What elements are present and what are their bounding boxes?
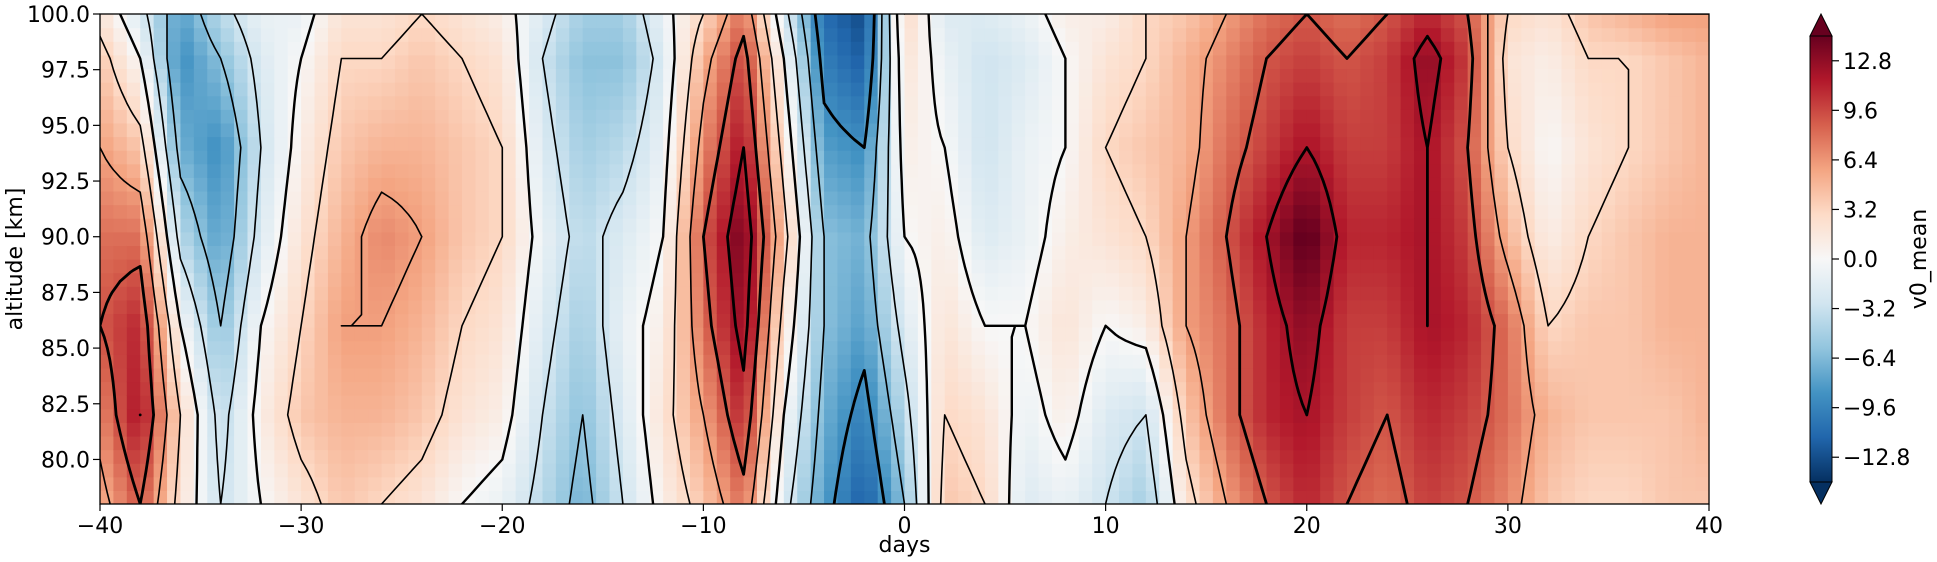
x-tick-label: 30: [1494, 514, 1522, 539]
y-tick-label: 100.0: [27, 3, 90, 28]
y-tick-label: 87.5: [41, 281, 90, 306]
heatmap-field: [100, 14, 1709, 504]
x-axis-label: days: [879, 533, 931, 558]
colorbar-tick-label: −3.2: [1843, 298, 1896, 323]
colorbar-ticks: −12.8 −9.6 −6.4 −3.2 0.0 3.2 6.4 9.6 12.8: [1832, 50, 1910, 471]
x-tick-label: −10: [680, 514, 726, 539]
x-tick-label: 10: [1092, 514, 1120, 539]
y-axis: 80.0 82.5 85.0 87.5 90.0 92.5 95.0 97.5 100.0: [27, 3, 100, 473]
contour-line: [100, 14, 1709, 504]
colorbar-label: v0_mean: [1907, 209, 1932, 309]
x-axis: −40 −30 −20 −10 0 10 20 30 40: [77, 504, 1723, 539]
contour-line: [146, 14, 1159, 504]
y-tick-label: 92.5: [41, 170, 90, 195]
colorbar-tick-label: −6.4: [1843, 347, 1896, 372]
x-tick-label: −20: [479, 514, 525, 539]
contour-line: [138, 34, 1443, 417]
colorbar-tick-label: 0.0: [1843, 248, 1878, 273]
colorbar-extend-min: [1809, 481, 1833, 506]
y-axis-label: altitude [km]: [3, 188, 28, 331]
x-tick-label: −40: [77, 514, 123, 539]
y-tick-label: 85.0: [41, 337, 90, 362]
colorbar-tick-label: 9.6: [1843, 99, 1878, 124]
colorbar-tick-label: 6.4: [1843, 149, 1878, 174]
contour-line: [118, 14, 1176, 504]
x-tick-label: 0: [898, 514, 912, 539]
x-tick-label: −30: [278, 514, 324, 539]
contour-lines: [100, 14, 1709, 504]
y-tick-label: 97.5: [41, 59, 90, 84]
contour-line: [166, 14, 906, 504]
y-tick-label: 80.0: [41, 448, 90, 473]
colorbar: −12.8 −9.6 −6.4 −3.2 0.0 3.2 6.4 9.6 12.8 v0_mea…: [1809, 12, 1932, 506]
contour-line: [813, 14, 886, 504]
y-tick-label: 82.5: [41, 393, 90, 418]
colorbar-tick-label: 3.2: [1843, 198, 1878, 223]
colorbar-tick-label: 12.8: [1843, 50, 1892, 75]
y-tick-label: 90.0: [41, 226, 90, 251]
colorbar-body: [1809, 35, 1833, 483]
colorbar-extend-max: [1809, 12, 1833, 37]
x-tick-label: 20: [1293, 514, 1321, 539]
contour-line: [100, 14, 1496, 504]
contour-line: [100, 14, 1630, 504]
colorbar-tick-label: −9.6: [1843, 397, 1896, 422]
colorbar-tick-label: −12.8: [1843, 446, 1910, 471]
y-tick-label: 95.0: [41, 114, 90, 139]
x-tick-label: 40: [1695, 514, 1723, 539]
